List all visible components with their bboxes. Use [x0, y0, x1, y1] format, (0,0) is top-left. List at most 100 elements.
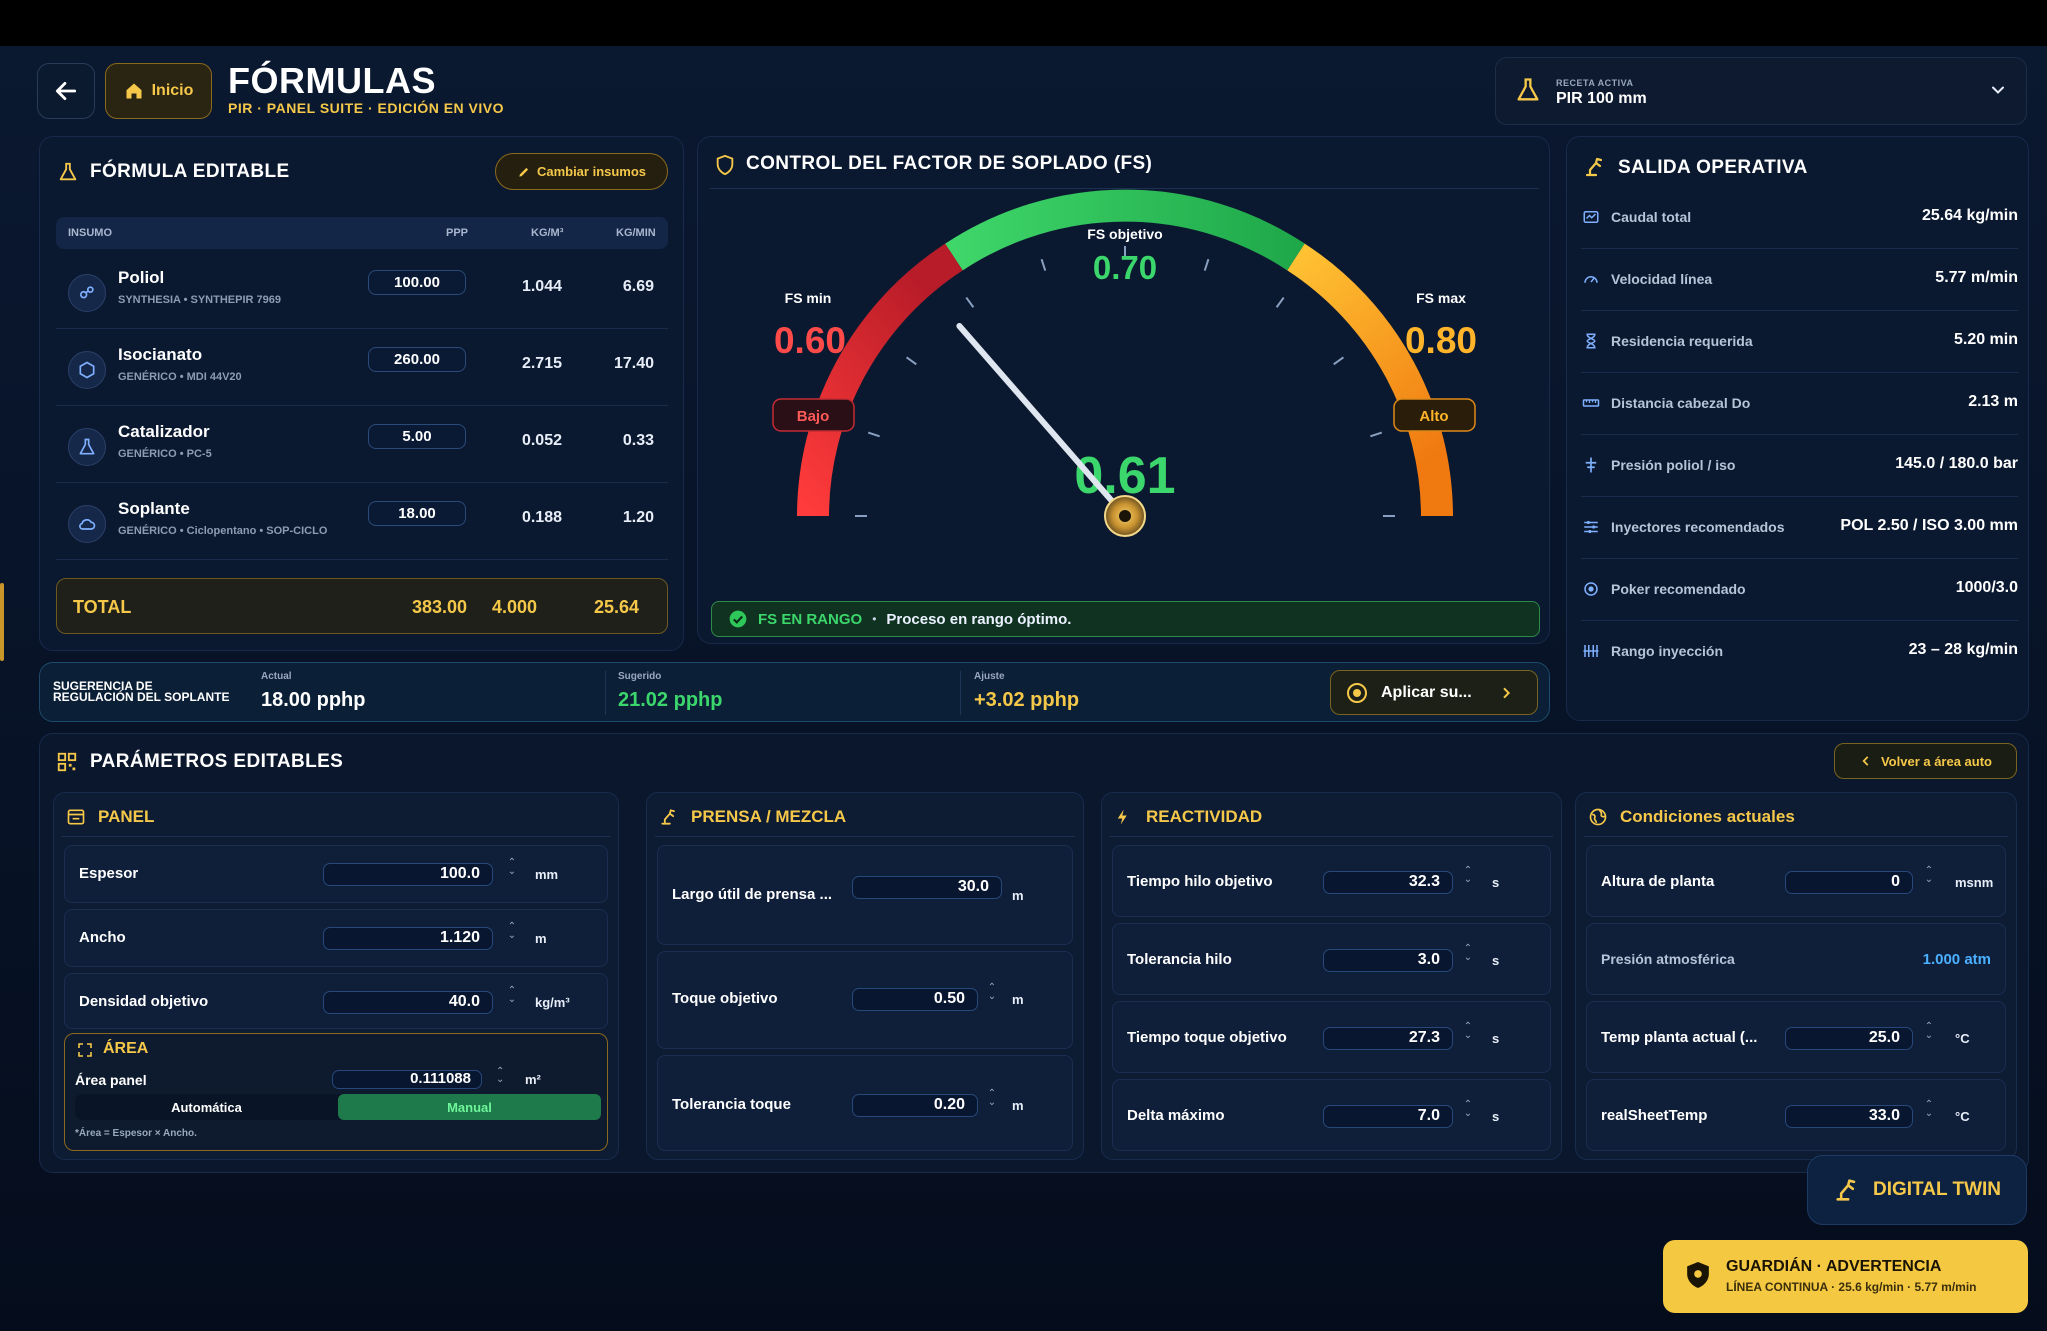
param-field: Largo útil de prensa ... 30.0 m [657, 845, 1073, 945]
guardian-warning-toast[interactable]: GUARDIÁN · ADVERTENCIA LÍNEA CONTINUA · … [1663, 1240, 2028, 1313]
stepper[interactable]: ⌃ ⌄ [507, 857, 517, 877]
status-separator: • [872, 612, 877, 626]
change-inputs-label: Cambiar insumos [536, 164, 647, 179]
target-icon [1581, 579, 1601, 599]
field-unit: msnm [1955, 875, 1994, 890]
field-input[interactable]: 25.0 [1785, 1027, 1913, 1050]
blowing-factor-panel: CONTROL DEL FACTOR DE SOPLADO (FS) FS ob… [697, 136, 1550, 644]
field-label: Tolerancia hilo [1127, 951, 1232, 968]
field-input[interactable]: 7.0 [1323, 1105, 1453, 1128]
param-field: Toque objetivo 0.50 ⌃ ⌄ m [657, 951, 1073, 1049]
stepper[interactable]: ⌃ ⌄ [1924, 865, 1934, 885]
stepper[interactable]: ⌃ ⌄ [1463, 943, 1473, 963]
ppp-input[interactable]: 5.00 [368, 424, 466, 449]
output-label: Distancia cabezal Do [1611, 395, 1751, 411]
field-unit: m [1012, 888, 1024, 903]
input-supplier: GENÉRICO • MDI 44V20 [118, 371, 242, 383]
actual-value: 18.00 pphp [261, 689, 366, 711]
divider [1584, 836, 2008, 837]
area-box: ÁREA Área panel 0.111088 m² ⌃ ⌄ Automátic… [64, 1033, 608, 1151]
field-unit: °C [1955, 1031, 1970, 1046]
param-field: Densidad objetivo 40.0 ⌃ ⌄ kg/m³ [64, 973, 608, 1029]
stepper[interactable]: ⌃ ⌄ [1463, 1021, 1473, 1041]
gauge-tick [1333, 356, 1345, 366]
active-recipe-select[interactable]: RECETA ACTIVA PIR 100 mm [1495, 57, 2027, 125]
stepper[interactable]: ⌃ ⌄ [987, 1088, 997, 1108]
back-button[interactable] [37, 63, 95, 119]
fs-min-label: FS min [785, 290, 832, 306]
stepper[interactable]: ⌃ ⌄ [496, 1066, 505, 1085]
field-unit: kg/m³ [535, 995, 570, 1010]
stepper[interactable]: ⌃ ⌄ [1463, 1099, 1473, 1119]
stepper[interactable]: ⌃ ⌄ [507, 985, 517, 1005]
apply-suggestion-button[interactable]: Aplicar su... [1330, 670, 1538, 715]
field-input[interactable]: 0.20 [852, 1094, 978, 1117]
field-input[interactable]: 30.0 [852, 876, 1002, 899]
system-top-bar [0, 0, 2047, 46]
field-input[interactable]: 1.120 [323, 927, 493, 950]
suggestion-title-line2: REGULACIÓN DEL SOPLANTE [53, 690, 230, 704]
formula-row: Poliol SYNTHESIA • SYNTHEPIR 7969 100.00… [56, 252, 668, 329]
area-mode-toggle[interactable]: Automática Manual [75, 1094, 601, 1120]
input-name: Soplante [118, 499, 190, 518]
field-label: Temp planta actual (... [1601, 1029, 1758, 1046]
ruler-icon [1581, 393, 1601, 413]
formula-row: Isocianato GENÉRICO • MDI 44V20 260.00 2… [56, 329, 668, 406]
field-label: Toque objetivo [672, 990, 778, 1007]
back-to-auto-area-button[interactable]: Volver a área auto [1834, 743, 2017, 779]
stepper[interactable]: ⌃ ⌄ [507, 921, 517, 941]
field-input[interactable]: 32.3 [1323, 871, 1453, 894]
press-params: PRENSA / MEZCLA Largo útil de prensa ...… [646, 792, 1084, 1160]
input-supplier: GENÉRICO • PC-5 [118, 448, 212, 460]
field-label: Densidad objetivo [79, 993, 209, 1010]
field-input[interactable]: 100.0 [323, 863, 493, 886]
suggestion-title: SUGERENCIA DE REGULACIÓN DEL SOPLANTE [53, 680, 230, 704]
mode-auto-option[interactable]: Automática [171, 1099, 242, 1115]
ppp-input[interactable]: 100.00 [368, 270, 466, 295]
field-label: Presión atmosférica [1601, 951, 1735, 967]
ppp-input[interactable]: 18.00 [368, 501, 466, 526]
field-label: Delta máximo [1127, 1107, 1225, 1124]
field-label: Tolerancia toque [672, 1096, 791, 1113]
field-input[interactable]: 3.0 [1323, 949, 1453, 972]
stepper[interactable]: ⌃ ⌄ [987, 982, 997, 1002]
output-value: POL 2.50 / ISO 3.00 mm [1840, 517, 2018, 534]
robot-arm-icon [661, 809, 675, 825]
guardian-detail: LÍNEA CONTINUA · 25.6 kg/min · 5.77 m/mi… [1726, 1280, 1977, 1294]
lightning-icon [1117, 809, 1127, 825]
output-row: Residencia requerida 5.20 min [1581, 311, 2018, 373]
field-label: Altura de planta [1601, 873, 1715, 890]
param-field: Delta máximo 7.0 ⌃ ⌄ s [1112, 1079, 1551, 1151]
stepper[interactable]: ⌃ ⌄ [1924, 1099, 1934, 1119]
field-unit: m [1012, 1098, 1024, 1113]
stepper[interactable]: ⌃ ⌄ [1924, 1021, 1934, 1041]
gauge-low-arc [797, 243, 963, 517]
fs-target-label: FS objetivo [1087, 226, 1162, 242]
field-input[interactable]: 0.50 [852, 988, 978, 1011]
mode-manual-option[interactable]: Manual [338, 1094, 601, 1120]
field-unit: s [1492, 1109, 1500, 1124]
divider [62, 836, 610, 837]
field-input[interactable]: 40.0 [323, 991, 493, 1014]
gauge-high-arc [1287, 243, 1453, 517]
field-input[interactable]: 0 [1785, 871, 1913, 894]
home-button[interactable]: Inicio [105, 63, 212, 119]
field-input[interactable]: 33.0 [1785, 1105, 1913, 1128]
fs-gauge: FS objetivo 0.70 FS min 0.60 FS max 0.80… [772, 189, 1477, 537]
field-unit: s [1492, 953, 1500, 968]
change-inputs-button[interactable]: Cambiar insumos [495, 153, 668, 190]
col-kgmin: KG/MIN [616, 227, 656, 239]
formula-panel: FÓRMULA EDITABLE Cambiar insumos INSUMO … [39, 136, 684, 651]
adjust-value: +3.02 pphp [974, 689, 1080, 711]
panel-params-title: PANEL [98, 807, 155, 826]
ppp-input[interactable]: 260.00 [368, 347, 466, 372]
area-input[interactable]: 0.111088 [332, 1070, 482, 1089]
grid-icon [57, 752, 77, 772]
stepper[interactable]: ⌃ ⌄ [1463, 865, 1473, 885]
divider [1110, 836, 1553, 837]
col-ppp: PPP [446, 227, 469, 239]
field-input[interactable]: 27.3 [1323, 1027, 1453, 1050]
output-label: Velocidad línea [1611, 271, 1713, 287]
output-value: 1000/3.0 [1955, 579, 2018, 596]
digital-twin-button[interactable]: DIGITAL TWIN [1807, 1155, 2027, 1225]
